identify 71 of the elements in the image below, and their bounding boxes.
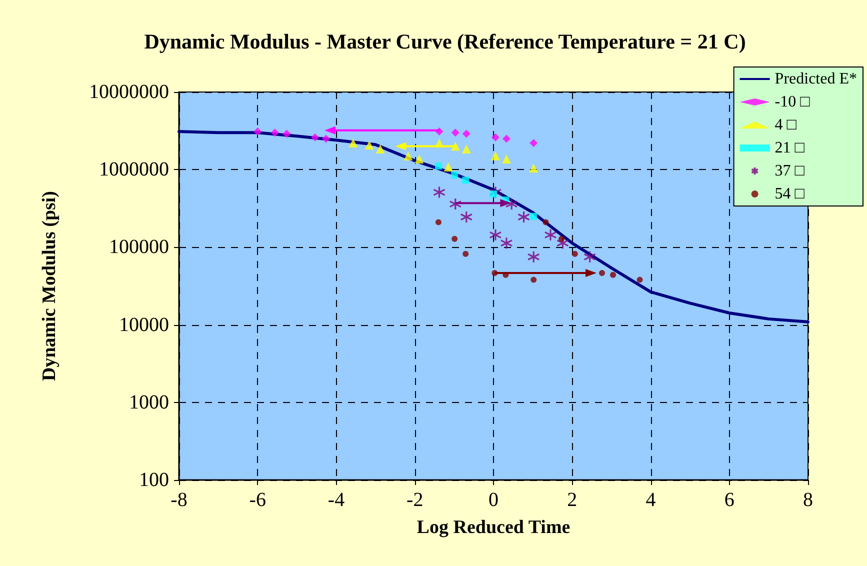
point xyxy=(444,162,453,172)
x-axis-title: Log Reduced Time xyxy=(416,517,570,538)
point xyxy=(364,140,374,150)
point xyxy=(435,219,442,226)
y-tick-label: 100 xyxy=(139,469,169,491)
y-tick-label: 10000 xyxy=(119,314,169,336)
point xyxy=(530,276,537,283)
point xyxy=(462,176,470,184)
point xyxy=(556,236,569,250)
point xyxy=(558,236,565,242)
point xyxy=(404,151,413,160)
point xyxy=(529,163,538,172)
point xyxy=(530,212,538,220)
point xyxy=(505,198,518,210)
point xyxy=(489,228,502,242)
point xyxy=(451,128,460,137)
y-tick-label: 100000 xyxy=(109,236,169,258)
legend-label: -10 □ xyxy=(774,94,810,110)
point xyxy=(542,219,549,226)
chart-title: Dynamic Modulus - Master Curve (Reference Temperature = 21 C) xyxy=(144,30,746,54)
point xyxy=(462,250,469,257)
x-tick-label: -2 xyxy=(406,489,424,511)
point xyxy=(452,236,458,242)
x-tick-label: 2 xyxy=(567,489,578,511)
point xyxy=(527,250,540,264)
point xyxy=(599,270,606,276)
point xyxy=(462,144,471,154)
legend-label: 37 □ xyxy=(774,162,805,180)
x-tick-label: 6 xyxy=(724,489,734,511)
y-tick-label: 1000000 xyxy=(99,158,169,181)
y-tick-label: 1000 xyxy=(129,391,169,414)
x-tick-label: -4 xyxy=(328,489,345,511)
point xyxy=(530,139,538,148)
point xyxy=(502,154,511,164)
y-axis-title: Dynamic Modulus (psi) xyxy=(39,190,60,382)
x-tick-label: -6 xyxy=(249,489,266,511)
point xyxy=(322,134,330,143)
legend-label: 21 □ xyxy=(774,140,805,156)
legend-label: 4 □ xyxy=(774,116,797,134)
point xyxy=(517,210,530,224)
point xyxy=(490,151,500,160)
point xyxy=(489,186,502,199)
point xyxy=(311,133,320,142)
point xyxy=(490,190,497,198)
point xyxy=(254,127,262,136)
legend-label: 54 □ xyxy=(774,186,805,202)
point xyxy=(610,272,616,278)
point xyxy=(376,144,385,154)
point xyxy=(348,138,358,148)
point xyxy=(451,172,458,179)
point xyxy=(572,250,578,257)
x-tick-label: 8 xyxy=(803,489,813,511)
x-tick-label: -8 xyxy=(170,489,188,511)
point xyxy=(500,236,513,250)
x-tick-label: 4 xyxy=(646,489,656,511)
point xyxy=(449,198,462,210)
point xyxy=(282,130,291,138)
x-tick-label: 0 xyxy=(488,489,498,511)
point xyxy=(414,154,424,164)
point xyxy=(544,228,557,242)
point xyxy=(434,162,442,170)
legend-label: Predicted E* xyxy=(774,70,858,88)
point xyxy=(432,186,446,199)
point xyxy=(462,130,470,138)
point xyxy=(270,128,279,137)
point xyxy=(584,250,596,264)
point xyxy=(460,210,473,224)
point xyxy=(636,276,643,283)
point xyxy=(491,133,500,142)
point xyxy=(502,134,510,143)
y-tick-label: 10000000 xyxy=(89,81,169,103)
